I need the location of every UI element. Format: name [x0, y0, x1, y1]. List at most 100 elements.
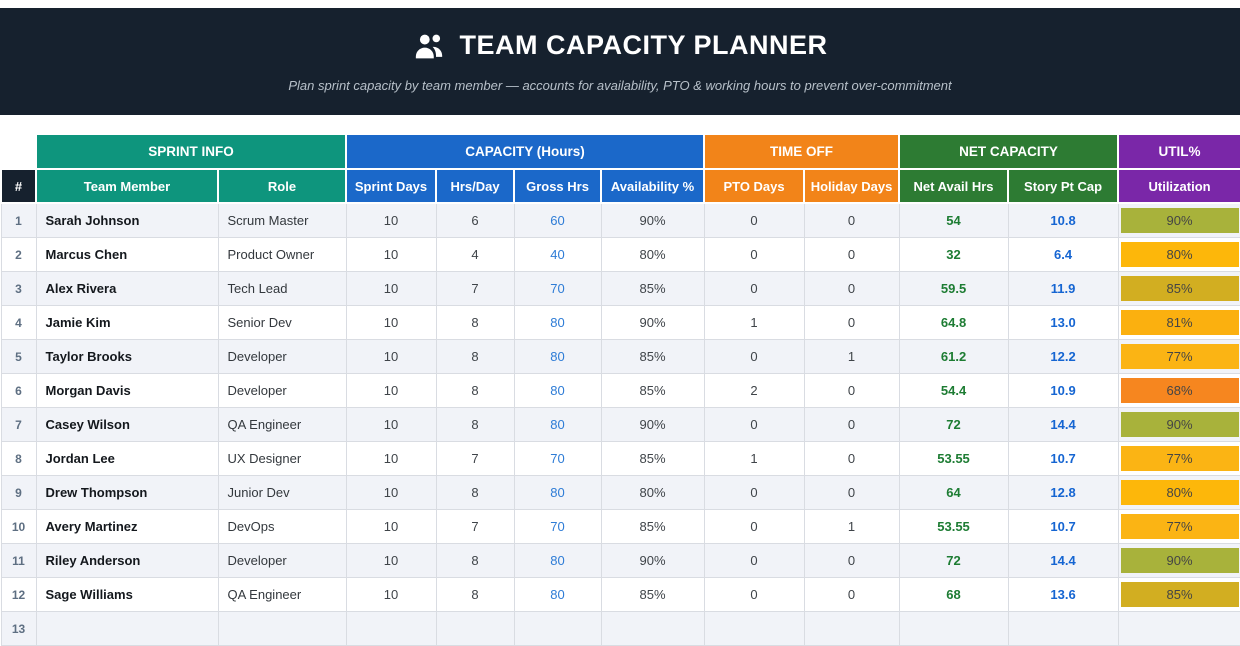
row-number-cell[interactable]: 2 — [0, 237, 37, 272]
story-pt-cap-cell[interactable]: 13.0 — [1007, 305, 1119, 340]
net-avail-hrs-cell[interactable]: 59.5 — [898, 271, 1009, 306]
hrs-per-day-cell[interactable]: 8 — [435, 373, 515, 408]
net-avail-hrs-cell[interactable]: 32 — [898, 237, 1009, 272]
role-cell[interactable] — [217, 611, 347, 646]
pto-days-cell[interactable]: 1 — [703, 441, 805, 476]
row-number-cell[interactable]: 9 — [0, 475, 37, 510]
net-avail-hrs-cell[interactable]: 53.55 — [898, 509, 1009, 544]
availability-cell[interactable]: 80% — [600, 237, 705, 272]
net-avail-hrs-cell[interactable]: 64 — [898, 475, 1009, 510]
story-pt-cap-cell[interactable]: 10.8 — [1007, 202, 1119, 238]
sprint-days-cell[interactable]: 10 — [345, 509, 437, 544]
row-number-cell[interactable]: 6 — [0, 373, 37, 408]
team-member-cell[interactable]: Sarah Johnson — [35, 202, 219, 238]
holiday-days-cell[interactable]: 0 — [803, 441, 900, 476]
availability-cell[interactable]: 85% — [600, 509, 705, 544]
pto-days-cell[interactable]: 2 — [703, 373, 805, 408]
holiday-days-cell[interactable]: 0 — [803, 271, 900, 306]
hrs-per-day-cell[interactable]: 8 — [435, 577, 515, 612]
gross-hrs-cell[interactable]: 80 — [513, 407, 602, 442]
team-member-cell[interactable]: Jamie Kim — [35, 305, 219, 340]
availability-cell[interactable]: 85% — [600, 339, 705, 374]
pto-days-cell[interactable]: 0 — [703, 543, 805, 578]
hrs-per-day-cell[interactable]: 8 — [435, 475, 515, 510]
pto-days-cell[interactable]: 0 — [703, 339, 805, 374]
row-number-cell[interactable]: 8 — [0, 441, 37, 476]
row-number-cell[interactable]: 1 — [0, 202, 37, 238]
team-member-cell[interactable] — [35, 611, 219, 646]
sprint-days-cell[interactable]: 10 — [345, 373, 437, 408]
gross-hrs-cell[interactable]: 80 — [513, 373, 602, 408]
team-member-cell[interactable]: Alex Rivera — [35, 271, 219, 306]
utilization-cell[interactable]: 80% — [1117, 475, 1240, 510]
sprint-days-cell[interactable]: 10 — [345, 202, 437, 238]
availability-cell[interactable]: 90% — [600, 305, 705, 340]
role-cell[interactable]: Developer — [217, 543, 347, 578]
team-member-cell[interactable]: Marcus Chen — [35, 237, 219, 272]
team-member-cell[interactable]: Casey Wilson — [35, 407, 219, 442]
story-pt-cap-cell[interactable]: 14.4 — [1007, 543, 1119, 578]
pto-days-cell[interactable]: 0 — [703, 271, 805, 306]
row-number-cell[interactable]: 13 — [0, 611, 37, 646]
hrs-per-day-cell[interactable] — [435, 611, 515, 646]
story-pt-cap-cell[interactable]: 6.4 — [1007, 237, 1119, 272]
role-cell[interactable]: Scrum Master — [217, 202, 347, 238]
holiday-days-cell[interactable]: 0 — [803, 202, 900, 238]
net-avail-hrs-cell[interactable]: 54 — [898, 202, 1009, 238]
team-member-cell[interactable]: Taylor Brooks — [35, 339, 219, 374]
hrs-per-day-cell[interactable]: 8 — [435, 543, 515, 578]
availability-cell[interactable]: 80% — [600, 475, 705, 510]
sprint-days-cell[interactable]: 10 — [345, 441, 437, 476]
gross-hrs-cell[interactable]: 70 — [513, 509, 602, 544]
gross-hrs-cell[interactable]: 70 — [513, 441, 602, 476]
role-cell[interactable]: UX Designer — [217, 441, 347, 476]
sprint-days-cell[interactable]: 10 — [345, 339, 437, 374]
sprint-days-cell[interactable]: 10 — [345, 271, 437, 306]
team-member-cell[interactable]: Jordan Lee — [35, 441, 219, 476]
team-member-cell[interactable]: Riley Anderson — [35, 543, 219, 578]
gross-hrs-cell[interactable]: 80 — [513, 339, 602, 374]
gross-hrs-cell[interactable]: 80 — [513, 577, 602, 612]
holiday-days-cell[interactable]: 0 — [803, 305, 900, 340]
story-pt-cap-cell[interactable]: 11.9 — [1007, 271, 1119, 306]
role-cell[interactable]: Junior Dev — [217, 475, 347, 510]
availability-cell[interactable]: 90% — [600, 202, 705, 238]
team-member-cell[interactable]: Avery Martinez — [35, 509, 219, 544]
availability-cell[interactable]: 85% — [600, 373, 705, 408]
net-avail-hrs-cell[interactable]: 61.2 — [898, 339, 1009, 374]
hrs-per-day-cell[interactable]: 8 — [435, 339, 515, 374]
sprint-days-cell[interactable]: 10 — [345, 543, 437, 578]
holiday-days-cell[interactable]: 0 — [803, 237, 900, 272]
sprint-days-cell[interactable]: 10 — [345, 577, 437, 612]
availability-cell[interactable]: 85% — [600, 441, 705, 476]
hrs-per-day-cell[interactable]: 8 — [435, 305, 515, 340]
row-number-cell[interactable]: 4 — [0, 305, 37, 340]
holiday-days-cell[interactable]: 1 — [803, 509, 900, 544]
sprint-days-cell[interactable]: 10 — [345, 305, 437, 340]
sprint-days-cell[interactable]: 10 — [345, 475, 437, 510]
pto-days-cell[interactable]: 0 — [703, 202, 805, 238]
availability-cell[interactable] — [600, 611, 705, 646]
pto-days-cell[interactable]: 0 — [703, 407, 805, 442]
pto-days-cell[interactable]: 1 — [703, 305, 805, 340]
net-avail-hrs-cell[interactable]: 72 — [898, 543, 1009, 578]
availability-cell[interactable]: 90% — [600, 543, 705, 578]
holiday-days-cell[interactable]: 0 — [803, 543, 900, 578]
team-member-cell[interactable]: Drew Thompson — [35, 475, 219, 510]
row-number-cell[interactable]: 10 — [0, 509, 37, 544]
hrs-per-day-cell[interactable]: 7 — [435, 271, 515, 306]
sprint-days-cell[interactable]: 10 — [345, 407, 437, 442]
role-cell[interactable]: DevOps — [217, 509, 347, 544]
holiday-days-cell[interactable]: 1 — [803, 339, 900, 374]
story-pt-cap-cell[interactable] — [1007, 611, 1119, 646]
gross-hrs-cell[interactable]: 80 — [513, 305, 602, 340]
row-number-cell[interactable]: 12 — [0, 577, 37, 612]
row-number-cell[interactable]: 3 — [0, 271, 37, 306]
net-avail-hrs-cell[interactable]: 72 — [898, 407, 1009, 442]
utilization-cell[interactable]: 77% — [1117, 339, 1240, 374]
gross-hrs-cell[interactable]: 80 — [513, 475, 602, 510]
story-pt-cap-cell[interactable]: 13.6 — [1007, 577, 1119, 612]
utilization-cell[interactable]: 90% — [1117, 543, 1240, 578]
story-pt-cap-cell[interactable]: 10.7 — [1007, 441, 1119, 476]
hrs-per-day-cell[interactable]: 8 — [435, 407, 515, 442]
